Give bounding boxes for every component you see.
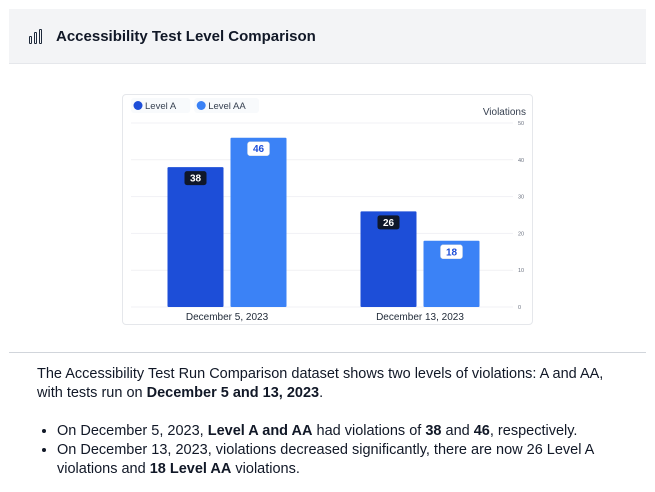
data-label-bg (184, 171, 207, 186)
y-tick-label: 40 (518, 158, 524, 164)
section-divider (9, 352, 646, 353)
y-tick-label: 30 (518, 195, 524, 201)
y-axis-label: Violations (483, 107, 526, 118)
x-tick-label: December 5, 2023 (186, 312, 269, 323)
chart-card: 0 10 20 30 40 50 Violations Level A Level AA 38 46… (122, 94, 533, 325)
list-item: On December 13, 2023, violations decreas… (57, 441, 617, 479)
y-tick-label: 0 (518, 305, 521, 311)
legend-item (194, 98, 259, 113)
data-label: 26 (383, 218, 395, 229)
data-label: 18 (446, 247, 458, 258)
data-label-bg (440, 244, 463, 260)
y-tick-label: 20 (518, 231, 524, 237)
page-header: Accessibility Test Level Comparison (9, 9, 646, 64)
page-title: Accessibility Test Level Comparison (56, 27, 316, 45)
legend-label: Level AA (208, 101, 246, 112)
bar (230, 137, 287, 307)
bar-chart: 0 10 20 30 40 50 Violations Level A Level AA 38 46… (131, 98, 526, 323)
bar (423, 240, 480, 307)
bar (360, 211, 417, 307)
summary-intro: The Accessibility Test Run Comparison da… (37, 366, 604, 401)
y-tick-label: 10 (518, 268, 524, 274)
summary-text: The Accessibility Test Run Comparison da… (37, 365, 617, 479)
y-tick-label: 50 (518, 121, 524, 127)
bar-chart-icon (29, 28, 45, 44)
x-tick-label: December 13, 2023 (376, 312, 464, 323)
list-item: On December 5, 2023, Level A and AA had … (57, 422, 617, 441)
data-label: 46 (253, 144, 265, 155)
legend-label: Level A (145, 101, 177, 112)
legend-swatch (196, 101, 206, 110)
data-label: 38 (190, 174, 202, 185)
data-label-bg (247, 141, 270, 156)
bar (167, 167, 224, 307)
data-label-bg (377, 215, 400, 230)
legend-item (131, 98, 191, 113)
summary-list: On December 5, 2023, Level A and AA had … (37, 422, 617, 479)
legend-swatch (133, 101, 143, 110)
